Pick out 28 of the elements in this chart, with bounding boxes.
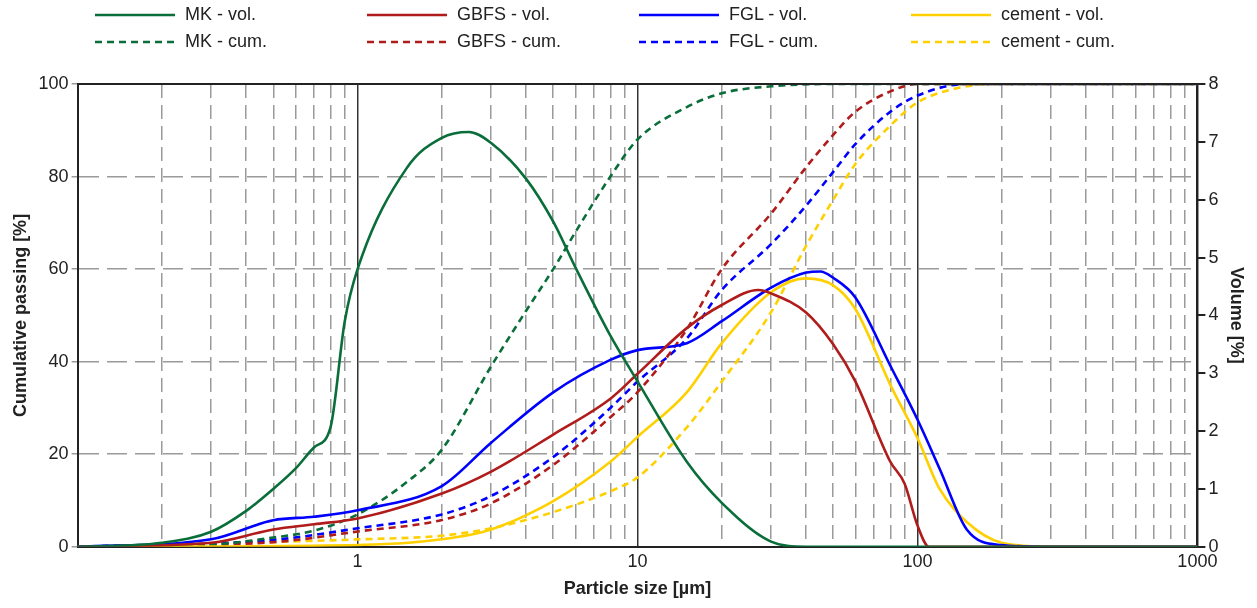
legend-label: cement - vol.: [1001, 4, 1105, 25]
x-tick-label: 10: [627, 550, 648, 571]
x-tick-label: 100: [902, 550, 933, 571]
y2-tick-label: 2: [1208, 420, 1219, 441]
y-tick-label: 60: [48, 258, 69, 279]
y2-tick-label: 5: [1208, 246, 1219, 267]
y2-tick-label: 8: [1208, 72, 1219, 93]
y-tick-label: 100: [38, 72, 69, 93]
legend-label: FGL - cum.: [729, 31, 819, 52]
y2-tick-label: 3: [1208, 362, 1219, 383]
y2-axis-title: Volume [%]: [1227, 267, 1248, 364]
legend-label: MK - vol.: [185, 4, 257, 25]
legend-label: GBFS - cum.: [457, 31, 562, 52]
y2-tick-label: 1: [1208, 477, 1219, 498]
x-axis-title: Particle size [µm]: [563, 578, 712, 599]
legend-label: GBFS - vol.: [457, 4, 551, 25]
legend-label: FGL - vol.: [729, 4, 808, 25]
legend-label: cement - cum.: [1001, 31, 1116, 52]
y2-tick-label: 7: [1208, 130, 1219, 151]
y2-tick-label: 6: [1208, 188, 1219, 209]
y-axis-title: Cumulative passing [%]: [9, 213, 30, 417]
y-tick-label: 0: [58, 535, 69, 556]
y-tick-label: 40: [48, 350, 69, 371]
y-tick-label: 20: [48, 443, 69, 464]
y2-tick-label: 4: [1208, 304, 1219, 325]
y-tick-label: 80: [48, 165, 69, 186]
x-tick-label: 1: [352, 550, 363, 571]
legend-label: MK - cum.: [185, 31, 268, 52]
